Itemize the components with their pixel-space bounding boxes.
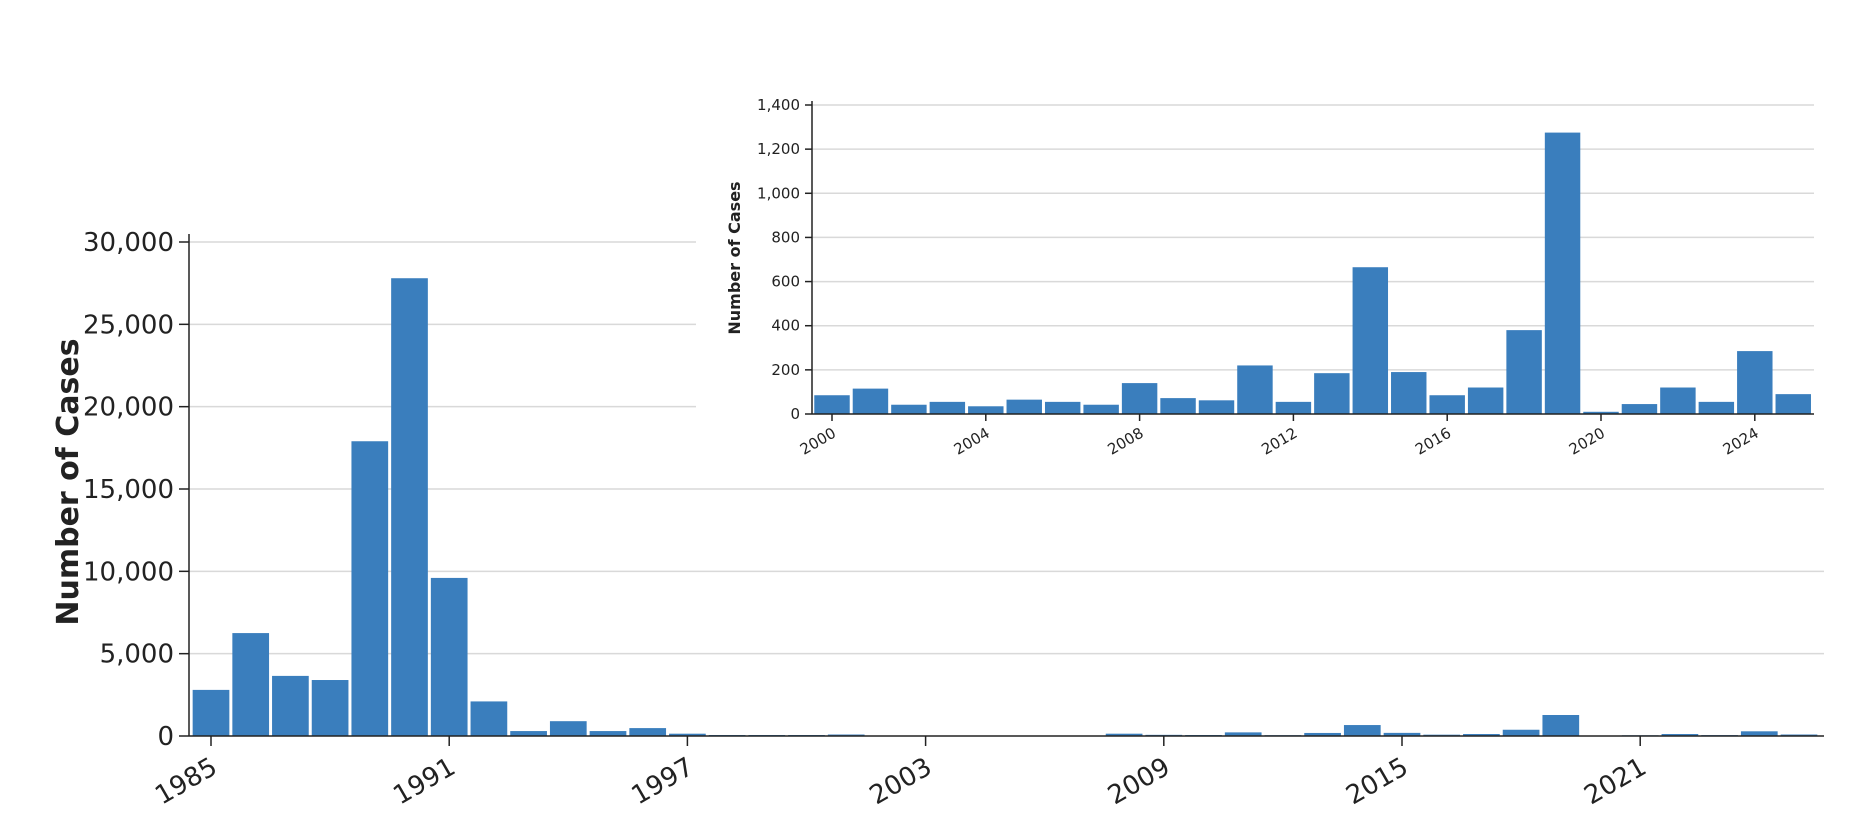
y-tick-label: 200 [771, 361, 800, 379]
x-tick-label: 2003 [865, 752, 937, 811]
bar-2022 [1661, 734, 1699, 736]
bar-2024 [1737, 351, 1773, 414]
main-y-axis-label: Number of Cases [51, 338, 86, 625]
bar-2010 [1198, 400, 1235, 414]
bar-2015 [1383, 732, 1421, 736]
bar-2001 [852, 388, 889, 414]
bar-2008 [1121, 383, 1158, 414]
bar-2024 [1740, 731, 1778, 736]
x-tick-label: 1985 [150, 752, 222, 811]
y-tick-label: 600 [771, 273, 800, 291]
inset-axes [805, 101, 1814, 421]
bar-2016 [1429, 395, 1465, 414]
bar-2018 [1502, 729, 1540, 736]
bar-1985 [192, 689, 230, 736]
y-tick-label: 800 [771, 228, 800, 246]
y-tick-label: 10,000 [83, 557, 174, 587]
main-bars [192, 278, 1818, 737]
bar-1992 [470, 701, 508, 736]
bar-1988 [311, 680, 349, 736]
inset-background [696, 80, 1826, 480]
bar-2019 [1544, 132, 1581, 414]
x-tick-label: 2009 [1103, 752, 1175, 811]
bar-1995 [589, 731, 627, 736]
y-tick-label: 5,000 [100, 640, 174, 670]
bar-2023 [1698, 401, 1735, 414]
bar-2014 [1352, 267, 1389, 414]
bar-2019 [1542, 715, 1580, 736]
bar-2008 [1105, 733, 1143, 736]
bar-2015 [1391, 372, 1427, 414]
bar-1989 [351, 441, 389, 736]
x-tick-label: 2015 [1341, 752, 1413, 811]
bar-2022 [1660, 387, 1696, 414]
y-tick-label: 1,200 [757, 140, 800, 158]
x-tick-label: 2021 [1579, 752, 1651, 811]
bar-2007 [1083, 404, 1119, 414]
bar-2017 [1467, 387, 1504, 414]
bar-2020 [1583, 411, 1619, 414]
bar-1994 [549, 721, 587, 736]
y-tick-label: 15,000 [83, 475, 174, 505]
bar-1986 [232, 633, 270, 736]
y-tick-label: 25,000 [83, 310, 174, 340]
bar-2002 [891, 404, 927, 414]
inset-bars [814, 132, 1811, 414]
bar-2011 [1224, 732, 1262, 736]
bar-1991 [430, 577, 468, 736]
bar-2013 [1304, 732, 1341, 736]
bar-1987 [272, 675, 309, 736]
main-axes [179, 234, 1824, 746]
y-tick-label: 1,400 [757, 96, 800, 114]
bar-1993 [510, 731, 547, 736]
y-tick-label: 0 [157, 722, 174, 752]
main-gridlines [189, 241, 1824, 655]
bar-2017 [1463, 734, 1500, 736]
bar-2006 [1044, 401, 1081, 414]
y-tick-label: 30,000 [83, 228, 174, 258]
bar-2018 [1506, 330, 1542, 414]
x-tick-label: 1997 [627, 752, 699, 811]
bar-2011 [1237, 365, 1273, 414]
bar-2025 [1775, 394, 1811, 414]
y-tick-label: 400 [771, 317, 800, 335]
bar-2012 [1275, 401, 1312, 414]
bar-2021 [1621, 404, 1658, 414]
bar-2013 [1314, 373, 1350, 414]
bar-1997 [669, 733, 706, 736]
inset-y-axis-label: Number of Cases [725, 181, 744, 334]
y-tick-label: 0 [790, 405, 800, 423]
bar-2014 [1343, 725, 1381, 736]
y-tick-label: 1,000 [757, 184, 800, 202]
bar-2005 [1006, 399, 1042, 414]
y-tick-label: 20,000 [83, 393, 174, 423]
inset-gridlines [812, 104, 1814, 371]
bar-1990 [391, 278, 428, 736]
bar-2009 [1160, 398, 1196, 414]
bar-2000 [814, 395, 850, 414]
bar-1996 [629, 728, 667, 736]
bar-2003 [929, 401, 966, 414]
bar-2004 [968, 406, 1004, 414]
x-tick-label: 1991 [388, 752, 460, 811]
